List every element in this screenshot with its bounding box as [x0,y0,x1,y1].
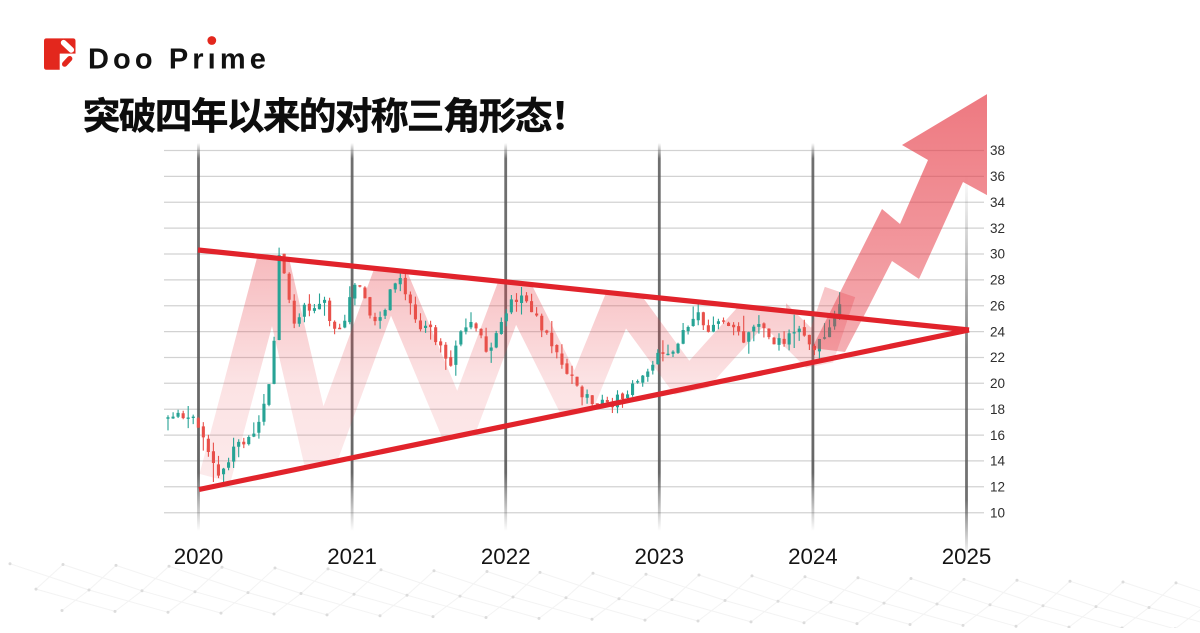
svg-text:2023: 2023 [634,544,684,569]
svg-text:16: 16 [990,428,1005,443]
svg-text:2024: 2024 [788,544,838,569]
svg-text:12: 12 [990,480,1005,495]
svg-text:2022: 2022 [481,544,531,569]
svg-text:2021: 2021 [327,544,377,569]
svg-text:24: 24 [990,324,1006,339]
svg-text:18: 18 [990,402,1005,417]
svg-text:36: 36 [990,169,1005,184]
svg-text:10: 10 [990,505,1005,520]
svg-text:28: 28 [990,273,1005,288]
svg-text:26: 26 [990,298,1005,313]
svg-text:30: 30 [990,247,1005,262]
svg-text:Doo Prıme: Doo Prıme [88,43,270,75]
svg-text:34: 34 [990,195,1006,210]
svg-text:22: 22 [990,350,1005,365]
svg-text:2025: 2025 [942,544,992,569]
svg-text:14: 14 [990,454,1006,469]
svg-text:32: 32 [990,221,1005,236]
svg-text:38: 38 [990,143,1005,158]
svg-text:2020: 2020 [174,544,224,569]
svg-text:20: 20 [990,376,1005,391]
